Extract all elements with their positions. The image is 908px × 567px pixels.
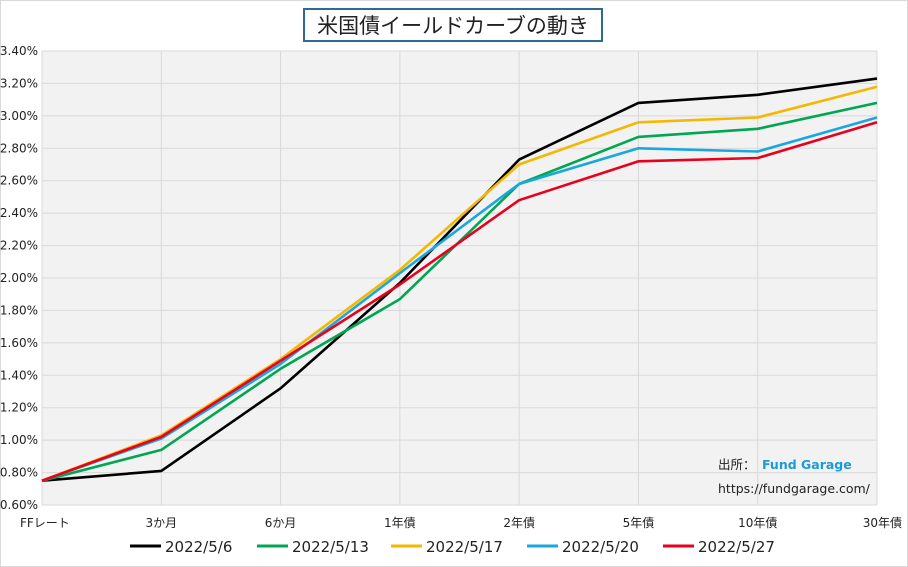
series-line bbox=[41, 77, 878, 482]
legend-label: 2022/5/17 bbox=[426, 538, 503, 556]
source-brand: Fund Garage bbox=[762, 457, 852, 472]
y-tick-label: 1.00% bbox=[0, 433, 38, 447]
y-tick-label: 1.20% bbox=[0, 401, 38, 415]
series-line bbox=[41, 121, 878, 482]
legend-label: 2022/5/27 bbox=[698, 538, 775, 556]
legend-label: 2022/5/20 bbox=[562, 538, 639, 556]
y-axis-ticks: 0.60% 0.80% 1.00% 1.20% 1.40% 1.60% 1.80% 2.00%… bbox=[0, 44, 38, 512]
legend: 2022/5/6 2022/5/13 2022/5/17 2022/5/20 2022/… bbox=[130, 538, 775, 556]
y-tick-label: 1.60% bbox=[0, 336, 38, 350]
source-url: https://fundgarage.com/ bbox=[718, 481, 871, 496]
x-tick-label: FFレート bbox=[20, 516, 70, 530]
y-tick-label: 2.40% bbox=[0, 206, 38, 220]
y-tick-label: 1.40% bbox=[0, 368, 38, 382]
series-line bbox=[41, 85, 878, 482]
source-label: 出所： bbox=[718, 457, 756, 472]
x-tick-label: 10年債 bbox=[738, 515, 777, 530]
x-tick-label: 2年債 bbox=[503, 515, 535, 530]
y-tick-label: 2.60% bbox=[0, 174, 38, 188]
y-tick-label: 2.80% bbox=[0, 141, 38, 155]
x-tick-label: 3か月 bbox=[145, 516, 177, 530]
source-note: 出所： Fund Garage https://fundgarage.com/ bbox=[718, 457, 871, 496]
y-tick-label: 0.80% bbox=[0, 466, 38, 480]
y-tick-label: 2.00% bbox=[0, 271, 38, 285]
y-tick-label: 3.20% bbox=[0, 76, 38, 90]
series-lines bbox=[41, 77, 878, 482]
x-tick-label: 5年債 bbox=[623, 515, 655, 530]
gridlines bbox=[41, 50, 878, 506]
y-tick-label: 2.20% bbox=[0, 239, 38, 253]
y-tick-label: 3.00% bbox=[0, 109, 38, 123]
x-tick-label: 6か月 bbox=[265, 516, 297, 530]
chart-title: 米国債イールドカーブの動き bbox=[303, 8, 603, 42]
y-tick-label: 3.40% bbox=[0, 44, 38, 58]
y-tick-label: 1.80% bbox=[0, 303, 38, 317]
y-tick-label: 0.60% bbox=[0, 498, 38, 512]
x-tick-label: 1年債 bbox=[384, 515, 416, 530]
x-tick-label: 30年債 bbox=[863, 515, 902, 530]
series-line bbox=[41, 116, 878, 482]
legend-label: 2022/5/6 bbox=[165, 538, 232, 556]
legend-label: 2022/5/13 bbox=[292, 538, 369, 556]
x-axis-ticks: FFレート 3か月 6か月 1年債 2年債 5年債 10年債 30年債 bbox=[20, 515, 902, 530]
